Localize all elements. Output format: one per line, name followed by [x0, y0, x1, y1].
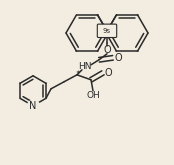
Text: HN: HN	[78, 62, 92, 71]
Text: O: O	[114, 53, 122, 63]
Text: OH: OH	[86, 91, 100, 100]
Text: N: N	[29, 101, 37, 111]
Text: O: O	[103, 45, 111, 55]
Text: O: O	[104, 68, 112, 78]
Text: ∗: ∗	[76, 70, 80, 75]
Text: 9s: 9s	[103, 28, 111, 34]
FancyBboxPatch shape	[97, 24, 117, 37]
